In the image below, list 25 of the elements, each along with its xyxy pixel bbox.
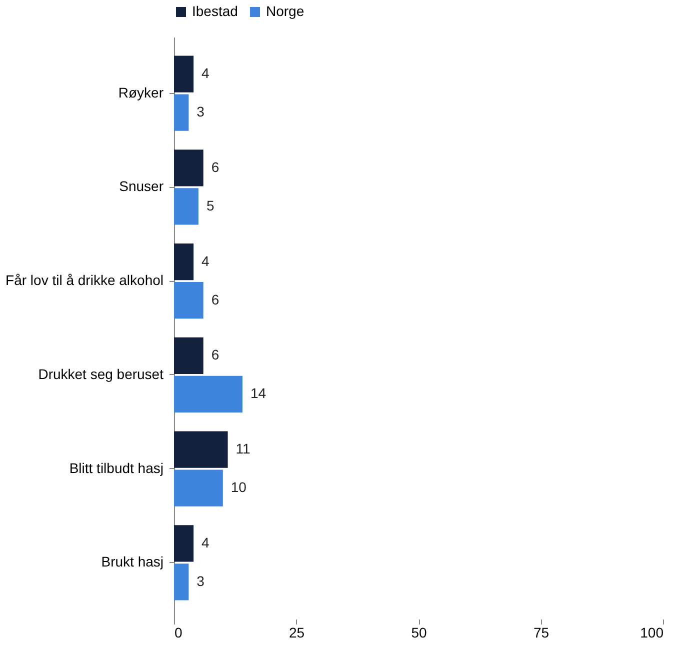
y-tick-label: Blitt tilbudt hasj bbox=[69, 460, 164, 476]
y-tick-label: Brukt hasj bbox=[101, 554, 164, 570]
data-label: 3 bbox=[196, 572, 205, 589]
data-label: 6 bbox=[211, 346, 220, 363]
data-label: 6 bbox=[211, 158, 220, 175]
y-tick-label: Røyker bbox=[118, 84, 164, 100]
legend-label: Ibestad bbox=[192, 3, 238, 19]
data-label: 3 bbox=[196, 104, 205, 120]
data-label: 11 bbox=[236, 440, 251, 457]
x-tick-label: 75 bbox=[533, 624, 550, 640]
x-tick-label: 25 bbox=[288, 624, 305, 640]
y-tick-label: Får lov til å drikke alkohol bbox=[6, 272, 164, 288]
x-tick-label: 0 bbox=[174, 624, 182, 640]
data-label: 6 bbox=[211, 291, 220, 308]
data-label: 5 bbox=[206, 197, 214, 214]
y-tick-label: Drukket seg beruset bbox=[38, 366, 164, 382]
data-label: 4 bbox=[202, 65, 210, 82]
legend-label: Norge bbox=[266, 3, 304, 19]
x-tick-label: 50 bbox=[411, 624, 427, 640]
data-label: 4 bbox=[202, 534, 210, 550]
data-label: 4 bbox=[202, 252, 210, 269]
data-label: 14 bbox=[250, 385, 266, 402]
x-tick-label: 100 bbox=[640, 624, 664, 640]
data-label: 10 bbox=[230, 479, 247, 496]
y-tick-label: Snuser bbox=[119, 178, 164, 194]
